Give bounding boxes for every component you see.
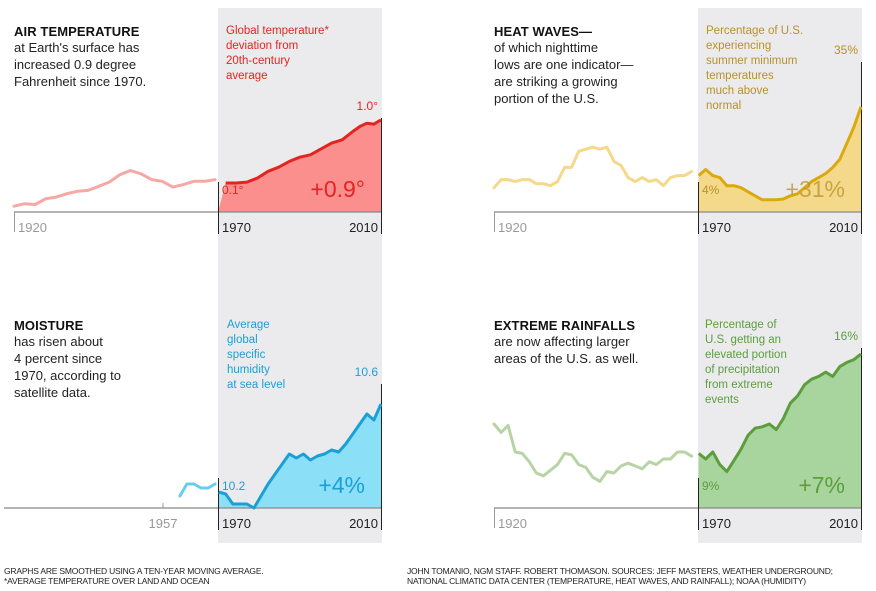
rain-start-label: 9%: [702, 479, 720, 493]
rain-title: EXTREME RAINFALLS: [494, 318, 636, 333]
air-pre-line: [12, 169, 217, 208]
moisture-area: [218, 404, 381, 508]
rain-description: are now affecting larger areas of the U.…: [494, 334, 639, 366]
air-tick-label-1970: 1970: [222, 220, 251, 235]
rain-end-label: 16%: [834, 329, 858, 343]
heat-title: HEAT WAVES—: [494, 24, 593, 39]
air-annotation: Global temperature* deviation from 20th-…: [226, 25, 329, 82]
moisture-start-label: 10.2: [222, 479, 246, 493]
rain-area: [698, 354, 861, 508]
heat-description: of which nighttime lows are one indicato…: [494, 40, 634, 106]
rain-tick-label-2010: 2010: [829, 516, 858, 531]
air-area: [218, 119, 381, 212]
heat-area: [698, 106, 861, 212]
air-title: AIR TEMPERATURE: [14, 24, 140, 39]
footer-credits: JOHN TOMANIO, NGM STAFF. ROBERT THOMASON…: [407, 566, 833, 586]
heat-tick-label-1970: 1970: [702, 220, 731, 235]
heat-tick-label-2010: 2010: [829, 220, 858, 235]
air-tick-label-1920: 1920: [18, 220, 47, 235]
heat-pre-line: [492, 145, 694, 190]
air-change-label: +0.9°: [310, 176, 365, 202]
moisture-tick-label-2010: 2010: [349, 516, 378, 531]
heat-tick-label-1920: 1920: [498, 220, 527, 235]
moisture-annotation: Average global specific humidity at sea …: [227, 319, 286, 391]
heat-annotation: Percentage of U.S. experiencing summer m…: [706, 25, 804, 112]
rain-post-line: [697, 352, 862, 474]
footer-note: GRAPHS ARE SMOOTHED USING A TEN-YEAR MOV…: [4, 566, 264, 586]
rain-change-label: +7%: [798, 472, 845, 498]
heat-change-label: +31%: [786, 176, 845, 202]
moisture-description: has risen about 4 percent since 1970, ac…: [14, 334, 121, 400]
air-end-label: 1.0°: [357, 99, 379, 113]
air-description: at Earth's surface has increased 0.9 deg…: [14, 40, 147, 89]
air-tick-label-2010: 2010: [349, 220, 378, 235]
rain-pre-line: [492, 422, 694, 483]
air-post-line: [225, 118, 382, 185]
moisture-end-label: 10.6: [355, 365, 379, 379]
moisture-change-label: +4%: [318, 472, 365, 498]
rain-annotation: Percentage of U.S. getting an elevated p…: [705, 319, 787, 406]
rain-tick-label-1970: 1970: [702, 516, 731, 531]
moisture-pre-line: [178, 482, 217, 498]
moisture-tick-label-1970: 1970: [222, 516, 251, 531]
moisture-title: MOISTURE: [14, 318, 84, 333]
heat-start-label: 4%: [702, 183, 720, 197]
rain-tick-label-1920: 1920: [498, 516, 527, 531]
heat-post-line: [697, 106, 863, 202]
air-start-label: 0.1°: [222, 183, 244, 197]
moisture-post-line: [218, 403, 383, 510]
heat-end-label: 35%: [834, 43, 858, 57]
moisture-tick-label-1957: 1957: [149, 516, 178, 531]
